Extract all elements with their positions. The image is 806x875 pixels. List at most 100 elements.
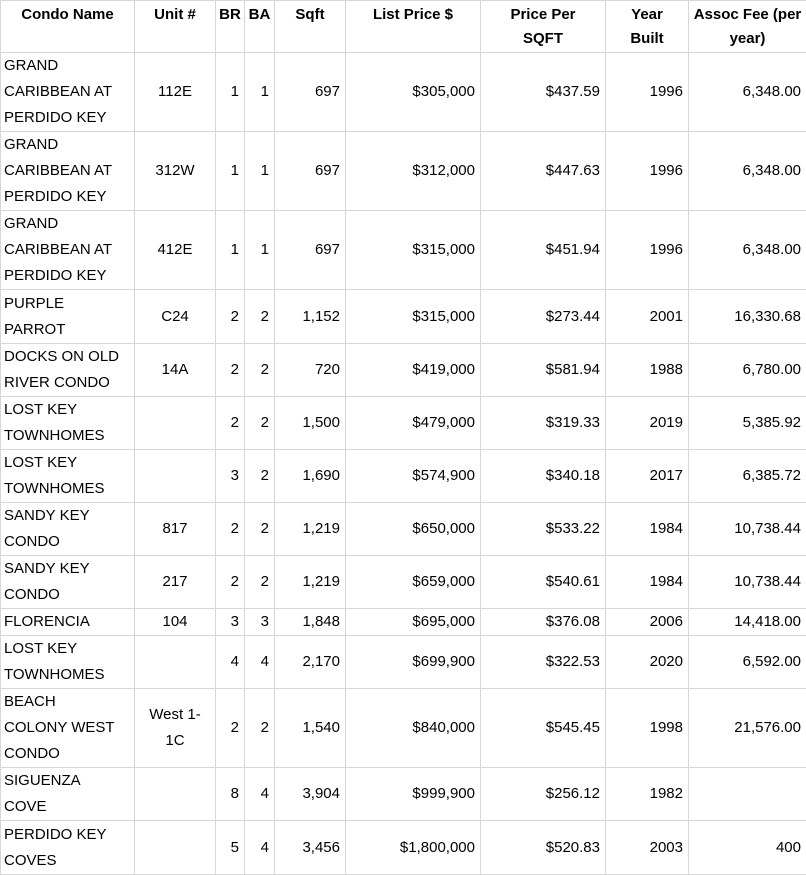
cell-price_per_sqft[interactable]: $437.59 bbox=[481, 53, 606, 132]
cell-sqft[interactable]: 1,219 bbox=[275, 503, 346, 556]
column-header-br[interactable]: BR bbox=[216, 1, 245, 53]
cell-sqft[interactable]: 697 bbox=[275, 211, 346, 290]
cell-ba[interactable]: 2 bbox=[245, 556, 275, 609]
cell-br[interactable]: 1 bbox=[216, 53, 245, 132]
cell-br[interactable]: 2 bbox=[216, 503, 245, 556]
cell-sqft[interactable]: 720 bbox=[275, 344, 346, 397]
cell-unit[interactable]: 312W bbox=[135, 132, 216, 211]
column-header-condo-name[interactable]: Condo Name bbox=[1, 1, 135, 53]
cell-price_per_sqft[interactable]: $451.94 bbox=[481, 211, 606, 290]
cell-sqft[interactable]: 1,152 bbox=[275, 290, 346, 344]
cell-list_price[interactable]: $999,900 bbox=[346, 768, 481, 821]
cell-price_per_sqft[interactable]: $376.08 bbox=[481, 609, 606, 636]
cell-unit[interactable]: West 1-1C bbox=[135, 689, 216, 768]
cell-condo_name[interactable]: GRAND CARIBBEAN AT PERDIDO KEY bbox=[1, 53, 135, 132]
cell-ba[interactable]: 4 bbox=[245, 636, 275, 689]
cell-sqft[interactable]: 3,456 bbox=[275, 821, 346, 875]
cell-unit[interactable] bbox=[135, 821, 216, 875]
cell-br[interactable]: 2 bbox=[216, 290, 245, 344]
cell-ba[interactable]: 2 bbox=[245, 344, 275, 397]
cell-condo_name[interactable]: GRAND CARIBBEAN AT PERDIDO KEY bbox=[1, 132, 135, 211]
cell-list_price[interactable]: $699,900 bbox=[346, 636, 481, 689]
cell-price_per_sqft[interactable]: $581.94 bbox=[481, 344, 606, 397]
cell-list_price[interactable]: $1,800,000 bbox=[346, 821, 481, 875]
cell-list_price[interactable]: $315,000 bbox=[346, 211, 481, 290]
cell-year_built[interactable]: 2001 bbox=[606, 290, 689, 344]
cell-condo_name[interactable]: FLORENCIA bbox=[1, 609, 135, 636]
cell-list_price[interactable]: $840,000 bbox=[346, 689, 481, 768]
cell-assoc_fee[interactable]: 6,592.00 bbox=[689, 636, 806, 689]
cell-ba[interactable]: 1 bbox=[245, 132, 275, 211]
cell-price_per_sqft[interactable]: $256.12 bbox=[481, 768, 606, 821]
cell-price_per_sqft[interactable]: $340.18 bbox=[481, 450, 606, 503]
cell-year_built[interactable]: 2003 bbox=[606, 821, 689, 875]
cell-assoc_fee[interactable]: 6,780.00 bbox=[689, 344, 806, 397]
cell-unit[interactable] bbox=[135, 768, 216, 821]
cell-assoc_fee[interactable]: 10,738.44 bbox=[689, 503, 806, 556]
cell-unit[interactable]: 412E bbox=[135, 211, 216, 290]
cell-assoc_fee[interactable]: 6,348.00 bbox=[689, 53, 806, 132]
cell-year_built[interactable]: 1984 bbox=[606, 556, 689, 609]
cell-condo_name[interactable]: LOST KEY TOWNHOMES bbox=[1, 397, 135, 450]
cell-unit[interactable]: 104 bbox=[135, 609, 216, 636]
cell-unit[interactable] bbox=[135, 397, 216, 450]
cell-sqft[interactable]: 1,690 bbox=[275, 450, 346, 503]
cell-year_built[interactable]: 1984 bbox=[606, 503, 689, 556]
cell-ba[interactable]: 2 bbox=[245, 689, 275, 768]
cell-list_price[interactable]: $574,900 bbox=[346, 450, 481, 503]
cell-br[interactable]: 1 bbox=[216, 132, 245, 211]
cell-price_per_sqft[interactable]: $545.45 bbox=[481, 689, 606, 768]
cell-unit[interactable] bbox=[135, 636, 216, 689]
cell-br[interactable]: 2 bbox=[216, 344, 245, 397]
cell-list_price[interactable]: $695,000 bbox=[346, 609, 481, 636]
cell-condo_name[interactable]: BEACH COLONY WEST CONDO bbox=[1, 689, 135, 768]
cell-br[interactable]: 8 bbox=[216, 768, 245, 821]
cell-condo_name[interactable]: SIGUENZA COVE bbox=[1, 768, 135, 821]
cell-list_price[interactable]: $479,000 bbox=[346, 397, 481, 450]
cell-assoc_fee[interactable] bbox=[689, 768, 806, 821]
cell-sqft[interactable]: 3,904 bbox=[275, 768, 346, 821]
column-header-unit[interactable]: Unit # bbox=[135, 1, 216, 53]
cell-condo_name[interactable]: GRAND CARIBBEAN AT PERDIDO KEY bbox=[1, 211, 135, 290]
cell-condo_name[interactable]: PURPLE PARROT bbox=[1, 290, 135, 344]
cell-assoc_fee[interactable]: 6,348.00 bbox=[689, 132, 806, 211]
cell-year_built[interactable]: 1998 bbox=[606, 689, 689, 768]
column-header-list-price[interactable]: List Price $ bbox=[346, 1, 481, 53]
cell-list_price[interactable]: $419,000 bbox=[346, 344, 481, 397]
cell-assoc_fee[interactable]: 10,738.44 bbox=[689, 556, 806, 609]
cell-list_price[interactable]: $650,000 bbox=[346, 503, 481, 556]
cell-list_price[interactable]: $315,000 bbox=[346, 290, 481, 344]
cell-ba[interactable]: 3 bbox=[245, 609, 275, 636]
column-header-price-per-sqft[interactable]: Price Per SQFT bbox=[481, 1, 606, 53]
cell-ba[interactable]: 2 bbox=[245, 450, 275, 503]
cell-br[interactable]: 2 bbox=[216, 556, 245, 609]
cell-year_built[interactable]: 1982 bbox=[606, 768, 689, 821]
cell-price_per_sqft[interactable]: $520.83 bbox=[481, 821, 606, 875]
cell-year_built[interactable]: 2006 bbox=[606, 609, 689, 636]
cell-sqft[interactable]: 697 bbox=[275, 132, 346, 211]
cell-br[interactable]: 3 bbox=[216, 609, 245, 636]
cell-ba[interactable]: 1 bbox=[245, 53, 275, 132]
cell-year_built[interactable]: 2020 bbox=[606, 636, 689, 689]
cell-list_price[interactable]: $659,000 bbox=[346, 556, 481, 609]
cell-sqft[interactable]: 2,170 bbox=[275, 636, 346, 689]
cell-year_built[interactable]: 1996 bbox=[606, 53, 689, 132]
cell-ba[interactable]: 1 bbox=[245, 211, 275, 290]
cell-sqft[interactable]: 1,848 bbox=[275, 609, 346, 636]
column-header-year-built[interactable]: Year Built bbox=[606, 1, 689, 53]
cell-unit[interactable]: 217 bbox=[135, 556, 216, 609]
cell-unit[interactable]: C24 bbox=[135, 290, 216, 344]
cell-assoc_fee[interactable]: 14,418.00 bbox=[689, 609, 806, 636]
cell-price_per_sqft[interactable]: $273.44 bbox=[481, 290, 606, 344]
cell-sqft[interactable]: 1,219 bbox=[275, 556, 346, 609]
cell-price_per_sqft[interactable]: $533.22 bbox=[481, 503, 606, 556]
cell-condo_name[interactable]: SANDY KEY CONDO bbox=[1, 503, 135, 556]
column-header-ba[interactable]: BA bbox=[245, 1, 275, 53]
cell-unit[interactable]: 112E bbox=[135, 53, 216, 132]
cell-year_built[interactable]: 1988 bbox=[606, 344, 689, 397]
cell-br[interactable]: 1 bbox=[216, 211, 245, 290]
cell-condo_name[interactable]: DOCKS ON OLD RIVER CONDO bbox=[1, 344, 135, 397]
cell-ba[interactable]: 2 bbox=[245, 503, 275, 556]
cell-price_per_sqft[interactable]: $540.61 bbox=[481, 556, 606, 609]
cell-price_per_sqft[interactable]: $319.33 bbox=[481, 397, 606, 450]
